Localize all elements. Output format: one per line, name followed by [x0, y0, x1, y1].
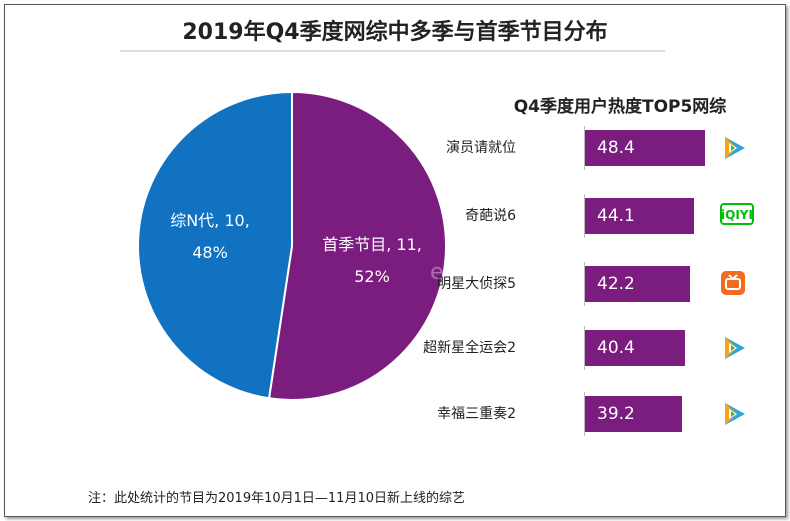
- tencent-video-icon: [720, 334, 748, 362]
- bar: 42.2: [585, 266, 690, 302]
- bar-axis-line: [584, 392, 585, 436]
- tencent-video-icon: [720, 400, 748, 428]
- footnote: 注：此处统计的节目为2019年10月1日—11月10日新上线的综艺: [88, 491, 465, 506]
- bar: 40.4: [585, 330, 685, 366]
- pie-label-0: 首季节目, 11, 52%: [322, 235, 422, 286]
- bar-axis-line: [584, 262, 585, 306]
- pie-label-1: 综N代, 10, 48%: [170, 211, 250, 262]
- bar-row: 明星大侦探5 42.2: [437, 262, 770, 306]
- bar: 44.1: [585, 198, 694, 234]
- bar-row: 幸福三重奏2 39.2: [437, 392, 770, 436]
- top5-title: Q4季度用户热度TOP5网综: [513, 97, 727, 117]
- bar-category-label: 幸福三重奏2: [437, 406, 516, 422]
- bar-category-label: 明星大侦探5: [437, 276, 516, 292]
- bar: 39.2: [585, 396, 682, 432]
- iqiyi-icon: iQIYI: [720, 202, 754, 230]
- bar-category-label: 超新星全运会2: [423, 340, 516, 356]
- bar-category-label: 奇葩说6: [465, 208, 516, 224]
- bar-axis-line: [584, 126, 585, 170]
- title-divider: [120, 50, 665, 52]
- svg-text:iQIYI: iQIYI: [721, 208, 753, 222]
- bar-row: 超新星全运会2 40.4: [423, 326, 770, 370]
- tencent-video-icon: [720, 134, 748, 162]
- chart-title: 2019年Q4季度网综中多季与首季节目分布: [182, 20, 608, 45]
- bar-row: 奇葩说6 44.1: [440, 194, 770, 238]
- mango-tv-icon: [720, 270, 748, 298]
- pie-slice-1: [137, 90, 293, 400]
- bar-category-label: 演员请就位: [446, 140, 516, 156]
- pie-slice-0: [267, 90, 447, 401]
- bar: 48.4: [585, 130, 705, 166]
- bar-axis-line: [584, 326, 585, 370]
- bar-axis-line: [584, 194, 585, 238]
- bar-row: 演员请就位 48.4: [440, 126, 770, 170]
